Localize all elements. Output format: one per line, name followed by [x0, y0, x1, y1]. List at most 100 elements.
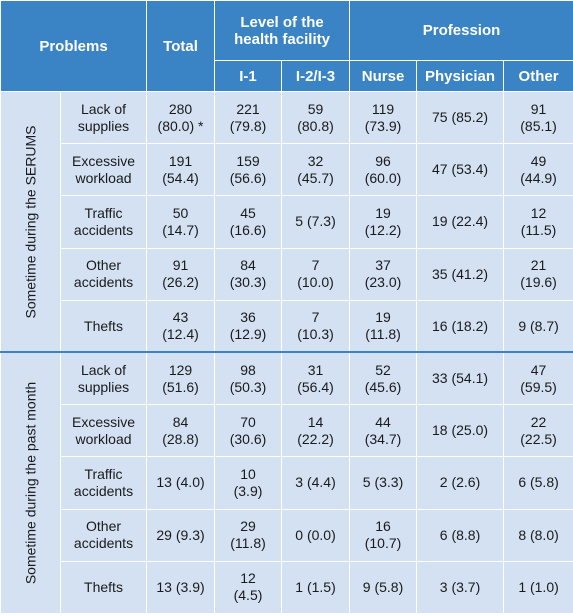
- value-cell-other: 21 (19.6): [503, 247, 573, 301]
- cell-value: 91: [530, 100, 547, 117]
- value-cell-total: 129 (51.6): [146, 351, 216, 406]
- problem-label: accidents: [73, 535, 134, 552]
- problem-label: supplies: [77, 117, 130, 134]
- value-cell-other: 22 (22.5): [503, 404, 573, 458]
- cell-value: 12: [240, 570, 256, 587]
- cell-value: 10: [240, 465, 256, 482]
- cell-value: 0 (0.0): [295, 526, 336, 543]
- header-i23: I-2/I-3: [281, 60, 351, 92]
- cell-value: (12.4): [162, 326, 199, 343]
- cell-value: 50: [172, 204, 189, 221]
- cell-value: (56.4): [297, 378, 334, 395]
- header-level: Level of the health facility: [214, 0, 351, 61]
- problem-label: Thefts: [84, 317, 123, 334]
- problem-label: Excessive: [71, 413, 136, 430]
- cell-value: 49: [530, 152, 547, 169]
- problem-label: accidents: [73, 221, 134, 238]
- cell-value: 12: [530, 204, 547, 221]
- cell-value: (22.2): [297, 430, 334, 447]
- table-row: Thefts 43 (12.4) 36 (12.9) 7 (10.3) 19 (11.8) 16 …: [1, 299, 573, 353]
- value-cell-physician: 75 (85.2): [416, 90, 505, 145]
- value-cell-nurse: 19 (11.8): [349, 299, 418, 353]
- value-cell-nurse: 19 (12.2): [349, 195, 418, 249]
- value-cell-i1: 98 (50.3): [214, 351, 283, 406]
- value-cell-other: 47 (59.5): [503, 351, 573, 406]
- cell-value: 96: [375, 152, 391, 169]
- cell-value: 9 (5.8): [362, 578, 404, 595]
- problem-cell: Traffic accidents: [59, 456, 148, 510]
- cell-value: (19.6): [520, 274, 557, 291]
- cell-value: 13 (3.9): [156, 578, 205, 595]
- problem-label: accidents: [73, 482, 134, 499]
- cell-value: 47 (53.4): [432, 161, 489, 178]
- cell-value: 44: [375, 413, 391, 430]
- cell-value: 37: [375, 257, 391, 274]
- problem-label: Lack of: [80, 361, 127, 378]
- value-cell-total: 13 (3.9): [146, 560, 216, 615]
- value-cell-i23: 7 (10.3): [281, 299, 351, 353]
- cell-value: (85.1): [520, 117, 557, 134]
- value-cell-nurse: 9 (5.8): [349, 560, 418, 615]
- cell-value: (28.8): [162, 430, 199, 447]
- value-cell-i23: 59 (80.8): [281, 90, 351, 145]
- cell-value: 84: [240, 257, 256, 274]
- problem-label: workload: [75, 169, 132, 186]
- cell-value: 1 (1.5): [295, 578, 336, 595]
- cell-value: 98: [240, 361, 256, 378]
- cell-value: 84: [172, 413, 189, 430]
- value-cell-physician: 19 (22.4): [416, 195, 505, 249]
- cell-value: 280: [168, 100, 193, 117]
- cell-value: 2 (2.6): [439, 474, 481, 491]
- value-cell-other: 49 (44.9): [503, 143, 573, 197]
- cell-value: 59: [307, 100, 324, 117]
- value-cell-i23: 1 (1.5): [281, 560, 351, 615]
- value-cell-nurse: 44 (34.7): [349, 404, 418, 458]
- problem-cell: Excessive workload: [59, 143, 148, 197]
- value-cell-physician: 16 (18.2): [416, 299, 505, 353]
- value-cell-i1: 84 (30.3): [214, 247, 283, 301]
- cell-value: (12.9): [229, 326, 267, 343]
- group-label-cell: Sometime during the SERUMS: [0, 91, 61, 353]
- value-cell-other: 9 (8.7): [503, 299, 573, 353]
- value-cell-i1: 221 (79.8): [214, 90, 283, 145]
- cell-value: (12.2): [364, 221, 402, 238]
- header-level-line1: Level of the: [240, 13, 324, 31]
- table-row: Sometime during the SERUMS Lack of supplie…: [0, 90, 573, 353]
- problem-cell: Lack of supplies: [59, 351, 148, 406]
- value-cell-i23: 31 (56.4): [281, 351, 351, 406]
- problem-label: Excessive: [71, 152, 136, 169]
- value-cell-total: 84 (28.8): [146, 404, 216, 458]
- problem-label: Thefts: [84, 578, 123, 595]
- cell-value: 19: [375, 204, 391, 221]
- value-cell-physician: 18 (25.0): [416, 404, 505, 458]
- value-cell-total: 191 (54.4): [146, 143, 216, 197]
- cell-value: (73.9): [364, 117, 402, 134]
- problem-cell: Thefts: [59, 299, 148, 353]
- value-cell-physician: 3 (3.7): [416, 560, 505, 615]
- cell-value: 36: [240, 309, 256, 326]
- cell-value: 9 (8.7): [518, 317, 559, 334]
- value-cell-other: 12 (11.5): [503, 195, 573, 249]
- table-row: Sometime during the past month Lack of sup…: [0, 351, 573, 615]
- cell-value: 45: [240, 204, 256, 221]
- problem-cell: Other accidents: [59, 247, 148, 301]
- value-cell-physician: 33 (54.1): [416, 351, 505, 406]
- value-cell-i23: 14 (22.2): [281, 404, 351, 458]
- value-cell-total: 91 (26.2): [146, 247, 216, 301]
- cell-value: (26.2): [162, 274, 199, 291]
- cell-value: 7: [311, 309, 320, 326]
- cell-value: (79.8): [229, 117, 267, 134]
- problem-label: workload: [75, 430, 132, 447]
- value-cell-nurse: 52 (45.6): [349, 351, 418, 406]
- value-cell-physician: 2 (2.6): [416, 456, 505, 510]
- problem-label: Traffic: [84, 465, 123, 482]
- value-cell-total: 280 (80.0) *: [146, 90, 216, 145]
- group-label: Sometime during the past month: [22, 382, 38, 585]
- cell-value: 22: [530, 413, 547, 430]
- cell-value: (3.9): [233, 482, 263, 499]
- cell-value: 16: [375, 518, 391, 535]
- value-cell-nurse: 37 (23.0): [349, 247, 418, 301]
- header-level-line2: health facility: [234, 30, 330, 48]
